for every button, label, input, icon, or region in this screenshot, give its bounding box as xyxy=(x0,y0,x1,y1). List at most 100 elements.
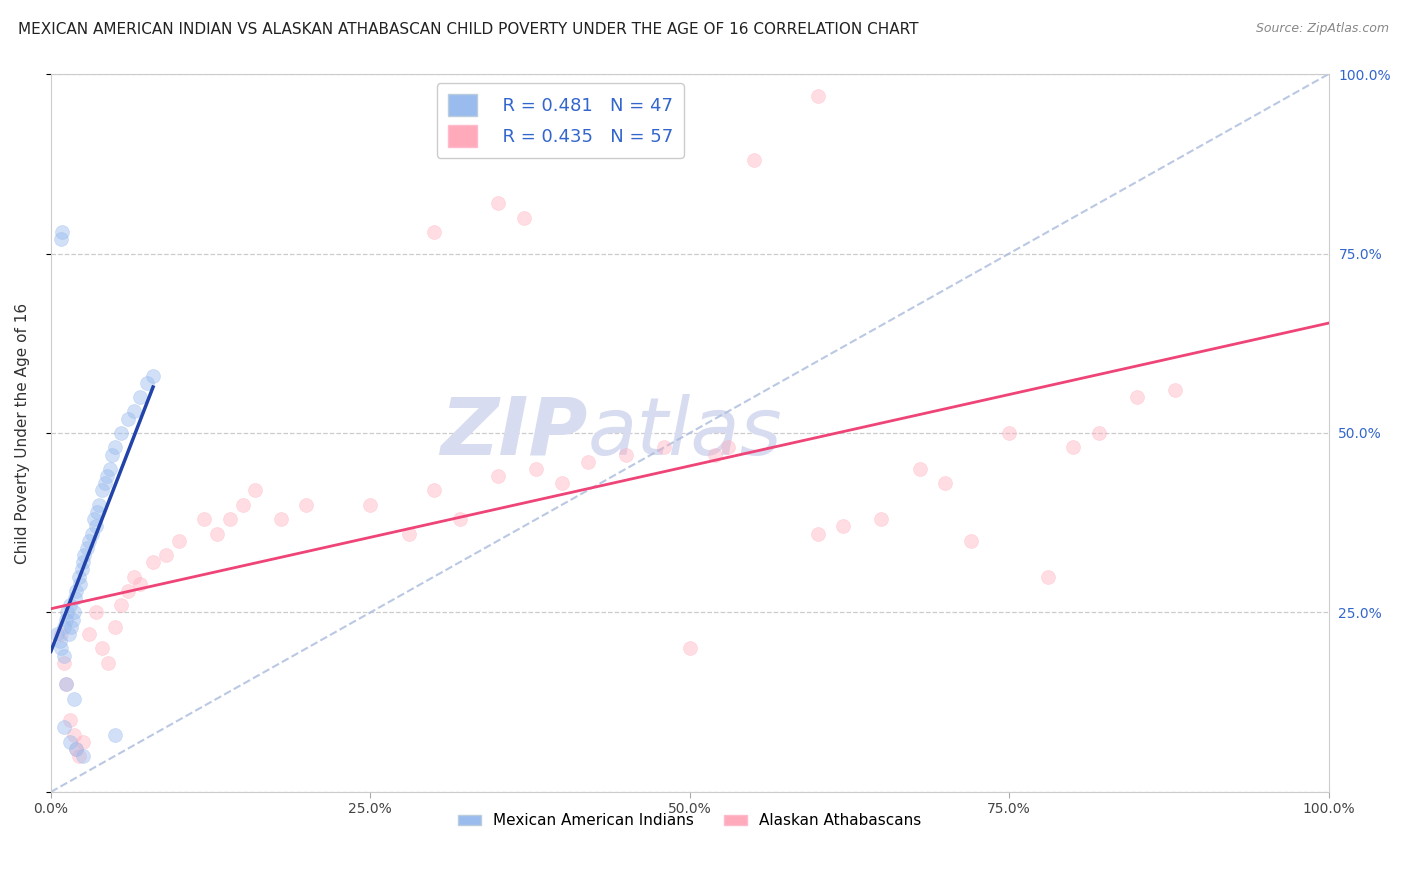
Point xyxy=(960,533,983,548)
Point xyxy=(80,526,103,541)
Point xyxy=(135,376,157,390)
Point xyxy=(679,641,702,656)
Point xyxy=(167,533,190,548)
Point xyxy=(63,591,86,606)
Point xyxy=(49,634,72,648)
Point xyxy=(122,569,145,583)
Point xyxy=(51,225,73,239)
Text: ZIP: ZIP xyxy=(440,394,588,472)
Point xyxy=(908,462,931,476)
Point xyxy=(110,425,132,440)
Point xyxy=(77,533,100,548)
Point xyxy=(60,620,83,634)
Point xyxy=(122,404,145,418)
Point xyxy=(91,483,114,498)
Point xyxy=(1062,441,1084,455)
Point xyxy=(49,627,72,641)
Point xyxy=(806,526,828,541)
Text: MEXICAN AMERICAN INDIAN VS ALASKAN ATHABASCAN CHILD POVERTY UNDER THE AGE OF 16 : MEXICAN AMERICAN INDIAN VS ALASKAN ATHAB… xyxy=(18,22,918,37)
Point xyxy=(67,749,90,764)
Point xyxy=(73,548,96,562)
Point xyxy=(65,583,87,598)
Point xyxy=(56,606,79,620)
Point xyxy=(218,512,240,526)
Point xyxy=(59,735,82,749)
Point xyxy=(551,476,574,491)
Point xyxy=(52,656,75,670)
Point xyxy=(110,599,132,613)
Point xyxy=(652,441,675,455)
Point xyxy=(129,390,152,404)
Point xyxy=(486,469,509,483)
Point xyxy=(91,641,114,656)
Point xyxy=(98,462,121,476)
Point xyxy=(46,627,69,641)
Point xyxy=(55,677,77,691)
Point xyxy=(1126,390,1149,404)
Point xyxy=(59,599,82,613)
Text: atlas: atlas xyxy=(588,394,782,472)
Point xyxy=(67,569,90,583)
Point xyxy=(806,88,828,103)
Point xyxy=(63,727,86,741)
Point xyxy=(63,691,86,706)
Point xyxy=(449,512,471,526)
Point xyxy=(129,576,152,591)
Point xyxy=(65,742,87,756)
Point xyxy=(52,648,75,663)
Point xyxy=(72,555,94,569)
Point xyxy=(93,476,115,491)
Point xyxy=(870,512,893,526)
Point xyxy=(55,677,77,691)
Point xyxy=(72,749,94,764)
Point xyxy=(423,225,446,239)
Point xyxy=(142,368,165,383)
Point xyxy=(832,519,855,533)
Point xyxy=(704,448,727,462)
Point xyxy=(1164,383,1187,397)
Point xyxy=(104,620,127,634)
Point xyxy=(70,562,93,576)
Point xyxy=(69,576,91,591)
Point xyxy=(77,627,100,641)
Point xyxy=(155,548,177,562)
Point xyxy=(104,727,127,741)
Legend: Mexican American Indians, Alaskan Athabascans: Mexican American Indians, Alaskan Athaba… xyxy=(451,807,928,835)
Point xyxy=(742,153,765,168)
Y-axis label: Child Poverty Under the Age of 16: Child Poverty Under the Age of 16 xyxy=(15,302,30,564)
Point xyxy=(72,735,94,749)
Point xyxy=(89,498,111,512)
Point xyxy=(526,462,548,476)
Point xyxy=(101,448,124,462)
Point xyxy=(52,620,75,634)
Point xyxy=(55,613,77,627)
Point xyxy=(1036,569,1059,583)
Point xyxy=(1087,425,1109,440)
Point xyxy=(295,498,318,512)
Point xyxy=(998,425,1021,440)
Point xyxy=(96,469,118,483)
Point xyxy=(270,512,292,526)
Point xyxy=(117,411,139,425)
Point xyxy=(97,656,120,670)
Text: Source: ZipAtlas.com: Source: ZipAtlas.com xyxy=(1256,22,1389,36)
Point xyxy=(193,512,215,526)
Point xyxy=(117,583,139,598)
Point xyxy=(52,720,75,734)
Point xyxy=(49,641,72,656)
Point xyxy=(245,483,267,498)
Point xyxy=(65,742,87,756)
Point xyxy=(62,613,84,627)
Point xyxy=(717,441,740,455)
Point xyxy=(104,441,127,455)
Point xyxy=(512,211,534,225)
Point xyxy=(84,519,107,533)
Point xyxy=(423,483,446,498)
Point xyxy=(49,232,72,246)
Point xyxy=(59,713,82,727)
Point xyxy=(83,512,105,526)
Point xyxy=(231,498,253,512)
Point xyxy=(486,196,509,211)
Point xyxy=(76,541,98,555)
Point xyxy=(398,526,420,541)
